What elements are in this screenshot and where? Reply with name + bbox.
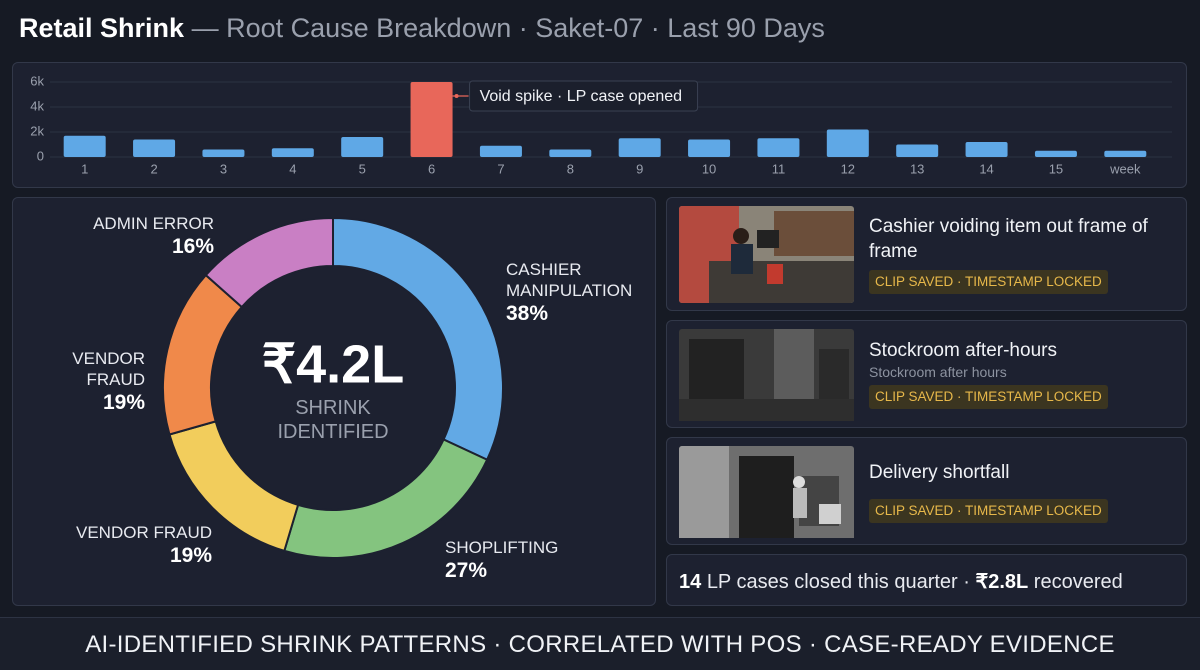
x-tick-label: 10 (702, 161, 716, 176)
x-tick-label: 5 (359, 161, 366, 176)
bar (479, 145, 522, 157)
y-tick-label: 4k (30, 98, 44, 113)
clip-thumbnail[interactable] (679, 446, 854, 543)
slice-name: SHOPLIFTING (445, 538, 559, 557)
center-label: SHRINK IDENTIFIED (277, 397, 388, 443)
subtitle: — Root Cause Breakdown · Saket-07 · Last… (191, 13, 825, 43)
bar (341, 137, 384, 157)
bar (757, 138, 800, 157)
x-tick-label: 7 (497, 161, 504, 176)
clip-thumbnail[interactable] (679, 206, 854, 303)
x-tick-label: 3 (220, 161, 227, 176)
slice-label: VENDOR FRAUD 19% (40, 348, 145, 416)
summary-text: recovered (1033, 571, 1123, 593)
slice-label: SHOPLIFTING 27% (445, 537, 595, 584)
slice-value: 19% (102, 391, 145, 414)
summary-text: LP cases closed this quarter · (706, 571, 970, 593)
annotation-box (469, 80, 699, 112)
footer: AI-IDENTIFIED SHRINK PATTERNS · CORRELAT… (0, 617, 1200, 670)
slice-value: 19% (169, 544, 212, 567)
annotation: Void spike · LP case opened (480, 88, 683, 105)
clip-card[interactable]: Cashier voiding item out frame of frame C… (666, 197, 1187, 311)
slice-name: VENDOR FRAUD (72, 349, 145, 389)
clip-badge: CLIP SAVED · TIMESTAMP LOCKED (869, 499, 1108, 523)
x-tick-label: 15 (1049, 161, 1063, 176)
bar (688, 139, 731, 157)
bar (965, 142, 1008, 157)
clip-title: Stockroom after-hours (869, 340, 1057, 361)
bar (271, 148, 314, 157)
y-tick-label: 2k (30, 123, 44, 138)
clip-card[interactable]: Stockroom after-hours Stockroom after hou… (666, 320, 1187, 428)
x-tick-label: 9 (636, 161, 643, 176)
slice-name: CASHIER MANIPULATION (506, 260, 633, 300)
bar (63, 135, 106, 157)
x-tick-label: week (1109, 161, 1141, 176)
donut-slice (162, 273, 244, 436)
slice-name: VENDOR FRAUD (75, 523, 212, 542)
clip-badge: CLIP SAVED · TIMESTAMP LOCKED (869, 270, 1108, 294)
donut-slice (204, 216, 334, 309)
x-tick-label: 8 (567, 161, 574, 176)
bar (618, 138, 661, 157)
x-tick-label: 14 (979, 161, 993, 176)
slice-label: VENDOR FRAUD 19% (40, 522, 212, 569)
x-tick-label: 12 (841, 161, 855, 176)
annotation-dot (454, 94, 459, 98)
x-tick-label: 13 (910, 161, 924, 176)
x-tick-label: 11 (772, 161, 786, 176)
x-tick-label: 6 (428, 161, 435, 176)
bar (1034, 150, 1077, 157)
bar (1104, 150, 1147, 157)
summary-card: 14 LP cases closed this quarter · ₹2.8L … (666, 554, 1187, 606)
x-tick-label: 2 (150, 161, 157, 176)
title: Retail Shrink (19, 13, 185, 43)
clip-badge: CLIP SAVED · TIMESTAMP LOCKED (869, 385, 1108, 409)
slice-value: 38% (506, 302, 549, 325)
slice-value: 27% (445, 559, 488, 582)
header: Retail Shrink — Root Cause Breakdown · S… (19, 13, 825, 44)
slice-label: ADMIN ERROR 16% (40, 213, 214, 260)
summary-count: 14 (679, 571, 702, 593)
bar (896, 144, 939, 157)
y-tick-label: 0 (37, 148, 44, 163)
clip-thumbnail[interactable] (679, 329, 854, 426)
clip-title: Cashier voiding item out frame of frame (869, 216, 1148, 262)
summary-amount: ₹2.8L (975, 571, 1029, 593)
bar (549, 149, 592, 157)
clip-title: Delivery shortfall (869, 462, 1010, 483)
donut-slice (332, 216, 504, 462)
x-tick-label: 4 (289, 161, 296, 176)
clip-caption: Stockroom after hours (869, 364, 1007, 380)
slice-value: 16% (171, 235, 214, 258)
clip-card[interactable]: Delivery shortfall CLIP SAVED · TIMESTAMP… (666, 437, 1187, 545)
slice-name: ADMIN ERROR (93, 214, 214, 233)
bar (826, 129, 869, 157)
bar (410, 82, 453, 157)
bar (133, 139, 176, 157)
y-tick-label: 6k (30, 73, 44, 88)
center-value: ₹4.2L (262, 334, 404, 394)
x-tick-label: 1 (81, 161, 88, 176)
slice-label: CASHIER MANIPULATION 38% (506, 259, 656, 327)
bar (202, 149, 245, 157)
